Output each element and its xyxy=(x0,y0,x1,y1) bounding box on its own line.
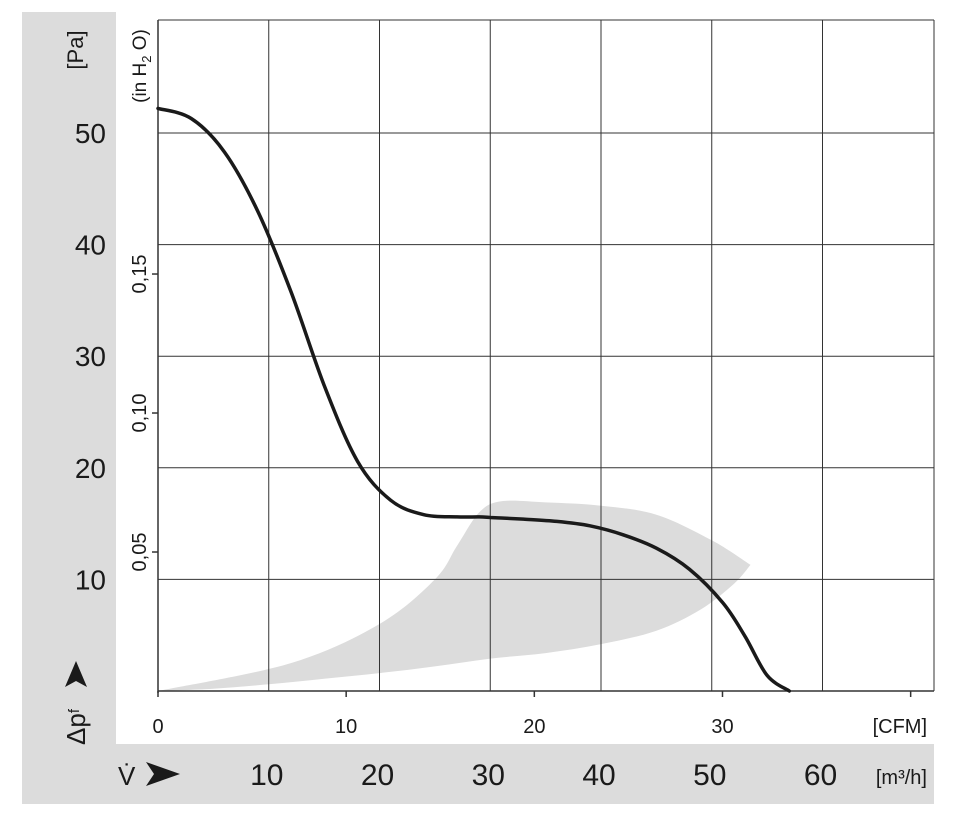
performance-curve-line xyxy=(156,106,792,693)
inh2o-tick-label: 0,15 xyxy=(129,255,151,294)
m3h-tick-label: 60 xyxy=(804,759,837,792)
pa-tick-label: 20 xyxy=(75,453,106,484)
pa-unit-label: [Pa] xyxy=(63,30,88,69)
grid xyxy=(152,19,935,697)
pa-tick-label: 30 xyxy=(75,341,106,372)
flow-arrow-icon xyxy=(146,762,180,786)
performance-curve xyxy=(156,106,792,693)
cfm-tick-label: 20 xyxy=(523,716,545,738)
operating-range-band xyxy=(158,500,751,691)
m3h-tick-label: 40 xyxy=(582,759,615,792)
m3h-tick-label: 10 xyxy=(250,759,283,792)
svg-text:Δpf: Δpf xyxy=(61,708,91,745)
flow-axis-label: V̇ xyxy=(118,761,180,791)
m3h-tick-label: 20 xyxy=(361,759,394,792)
inh2o-unit-label: (in H2 O) xyxy=(130,29,154,103)
delta-pf-axis-label: Δpf xyxy=(61,661,91,745)
svg-text:V̇: V̇ xyxy=(118,761,136,791)
left-axis-bar xyxy=(22,12,116,804)
inh2o-tick-label: 0,05 xyxy=(129,533,151,572)
inh2o-tick-label: 0,10 xyxy=(129,394,151,433)
cfm-tick-label: 10 xyxy=(335,716,357,738)
m3h-tick-label: 50 xyxy=(693,759,726,792)
cfm-tick-label: 30 xyxy=(711,716,733,738)
delta-pf-arrow-icon xyxy=(65,661,87,687)
m3h-tick-label: 30 xyxy=(472,759,505,792)
cfm-tick-label: 0 xyxy=(152,716,163,738)
pa-tick-label: 10 xyxy=(75,564,106,595)
pa-tick-label: 40 xyxy=(75,230,106,261)
pa-tick-label: 50 xyxy=(75,118,106,149)
m3h-unit-label: [m³/h] xyxy=(876,767,927,789)
operating-band-area xyxy=(158,500,751,691)
cfm-unit-label: [CFM] xyxy=(873,716,927,738)
